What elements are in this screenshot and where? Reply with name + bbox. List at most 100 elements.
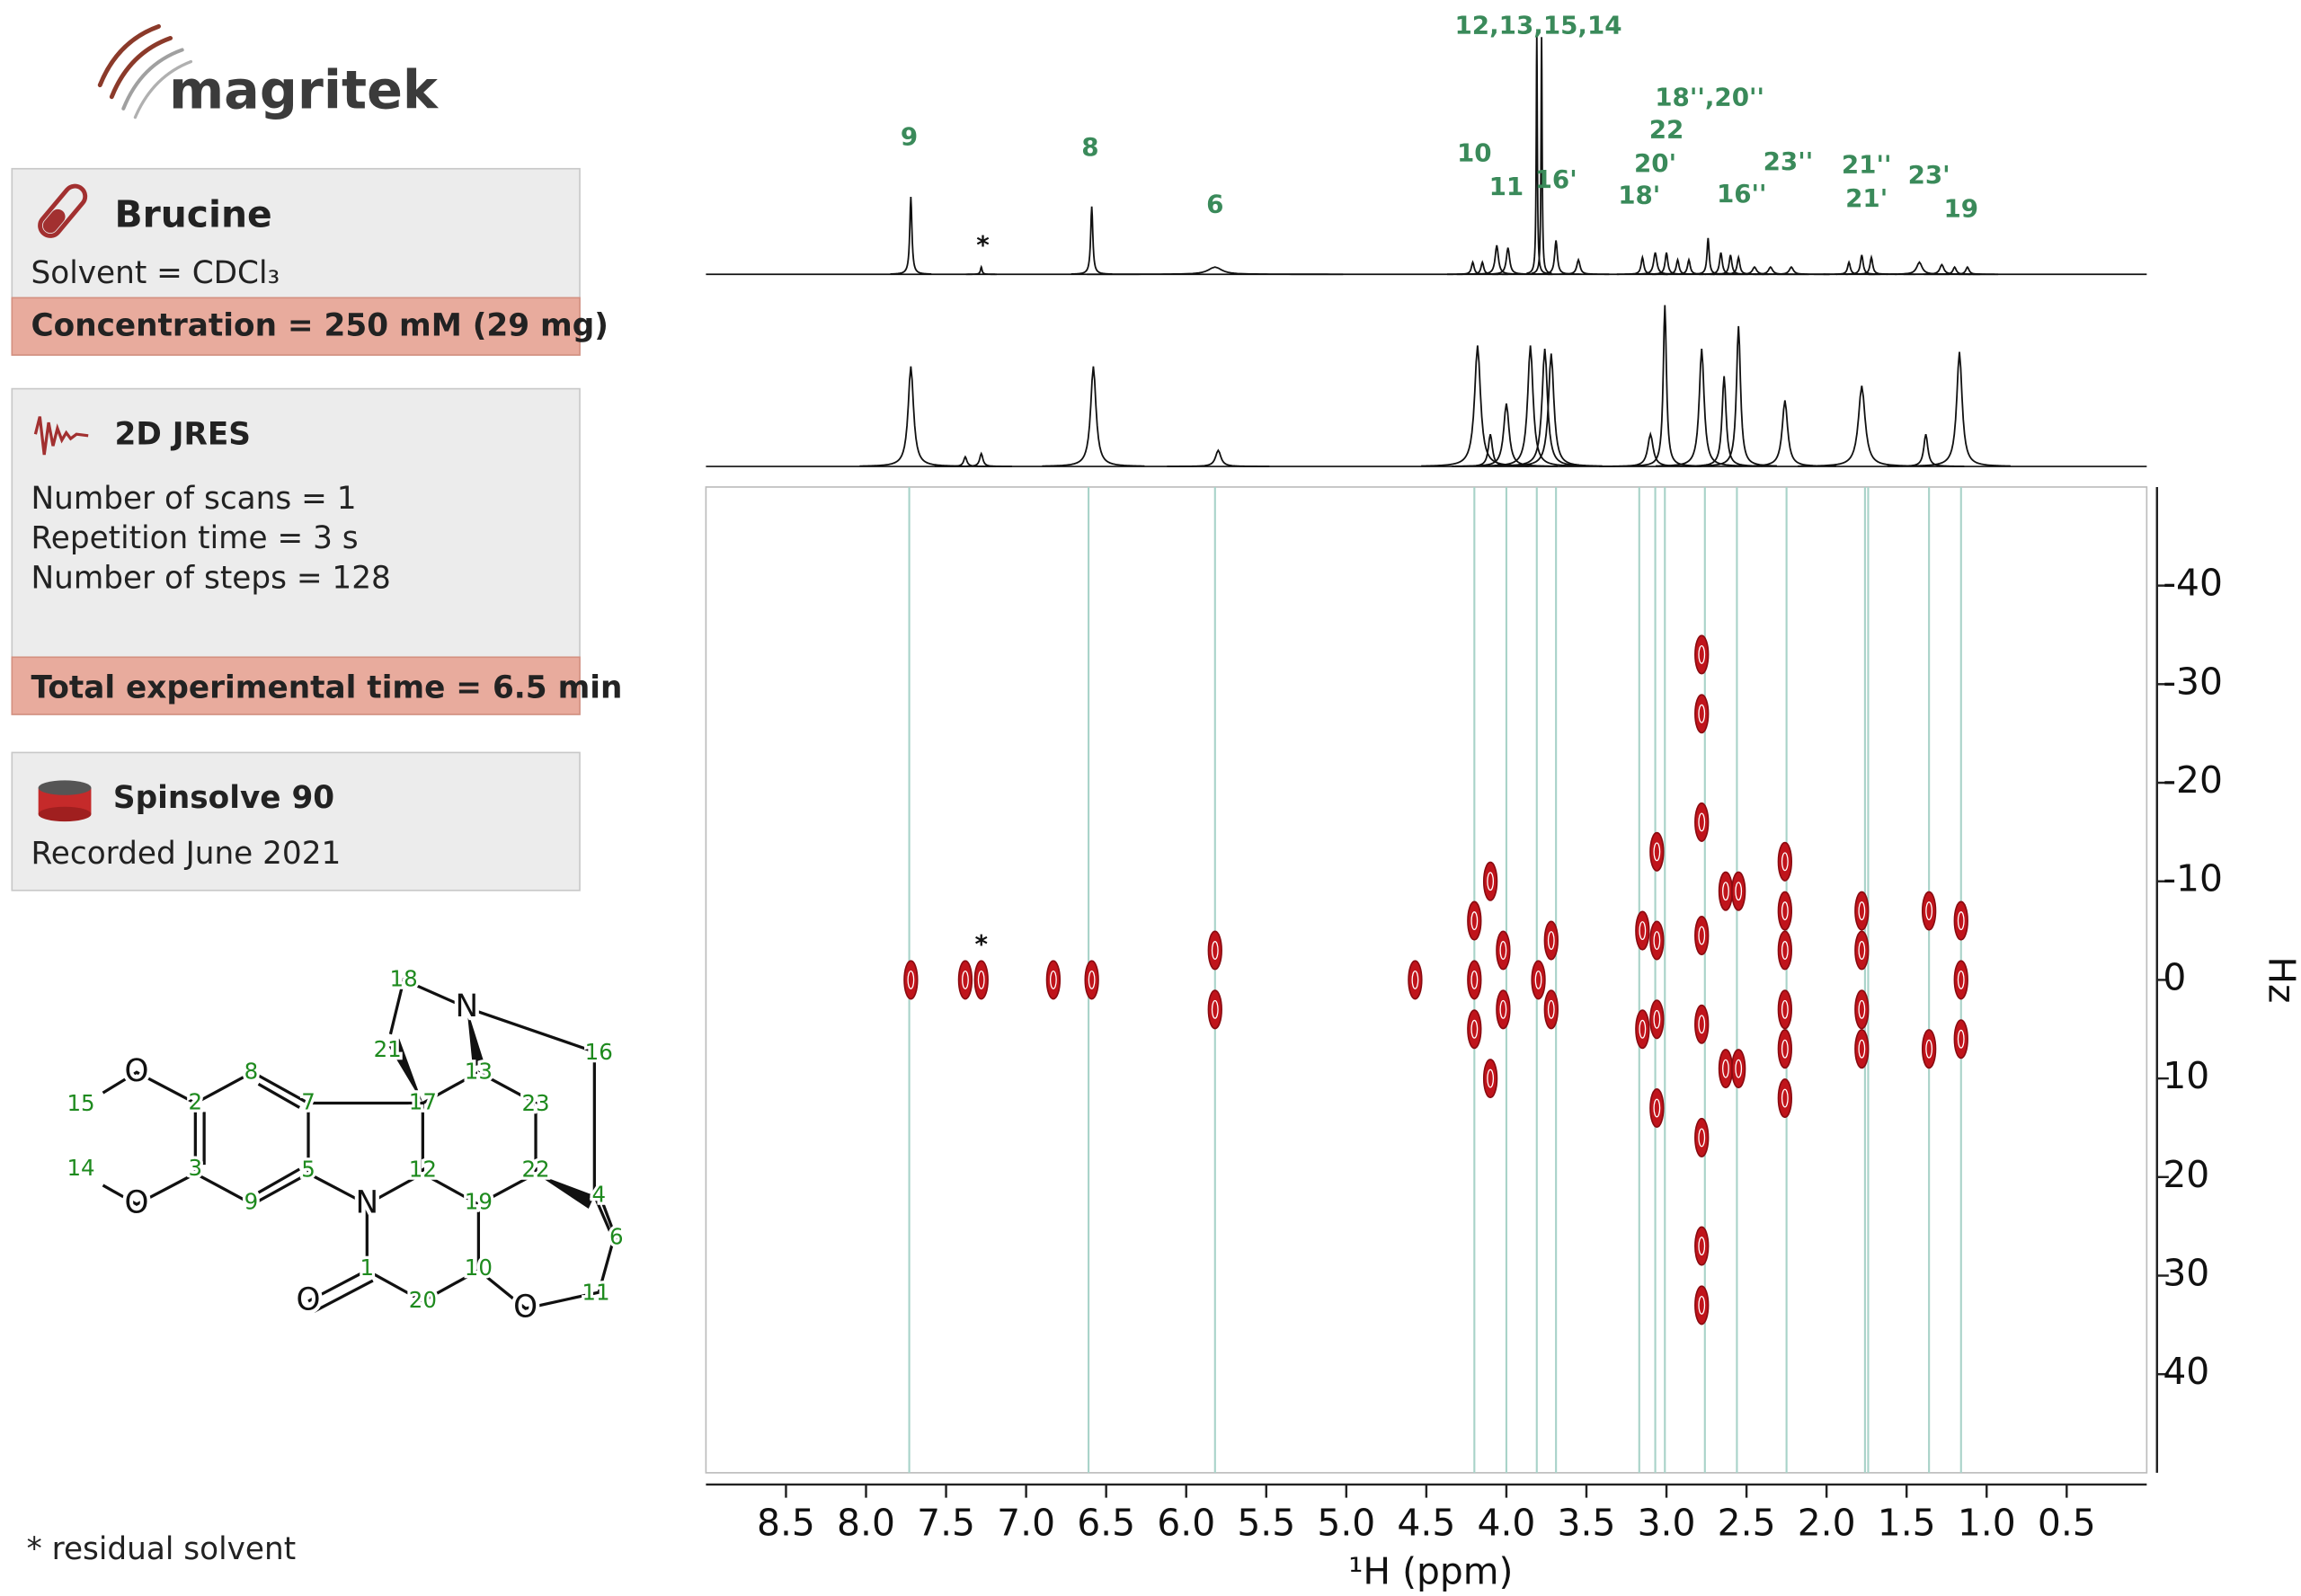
contour-ring bbox=[1925, 1039, 1933, 1059]
contour-ring bbox=[1698, 1015, 1706, 1034]
contour-ring bbox=[1499, 941, 1507, 960]
x-tick-label: 4.5 bbox=[1397, 1502, 1455, 1545]
x-tick-label: 1.5 bbox=[1878, 1502, 1936, 1545]
instrument-box bbox=[11, 751, 581, 891]
contour-ring bbox=[1925, 901, 1933, 921]
peak-label: 18'',20'' bbox=[1655, 82, 1764, 111]
recorded: Recorded June 2021 bbox=[31, 836, 342, 872]
cross-peak bbox=[1496, 989, 1511, 1030]
spectrum-peak bbox=[890, 197, 932, 275]
sample-name: Brucine bbox=[115, 193, 272, 236]
atom-number: 11 bbox=[582, 1280, 609, 1306]
cross-peak bbox=[1731, 871, 1746, 911]
spectrum-peak bbox=[1477, 247, 1539, 276]
y-tick-label: -10 bbox=[2163, 857, 2223, 900]
cross-peak bbox=[1045, 960, 1062, 1000]
cross-peak bbox=[1543, 989, 1559, 1030]
y-tick-label: 30 bbox=[2163, 1251, 2209, 1294]
peak-label: 9 bbox=[901, 121, 918, 151]
spectrum-peak bbox=[1732, 265, 1809, 276]
molecule-labels: O O N N O O 18 21 13 16 15 8 2 7 17 23 14 3 5 12 22 4 9 19 6 1 10 1… bbox=[64, 962, 626, 1328]
atom-number: 19 bbox=[465, 1189, 493, 1215]
atom-number: 9 bbox=[244, 1189, 259, 1215]
projection-peak bbox=[1798, 386, 1926, 467]
y-tick-label: 10 bbox=[2163, 1054, 2209, 1097]
x-tick-label: 5.0 bbox=[1317, 1502, 1375, 1545]
contour-ring bbox=[1499, 999, 1507, 1019]
x-tick-label: 8.0 bbox=[837, 1502, 895, 1545]
contour-ring bbox=[1781, 1039, 1789, 1059]
contour-ring bbox=[1698, 644, 1706, 664]
x-tick-label: 7.0 bbox=[997, 1502, 1055, 1545]
spectrum-peak bbox=[1845, 254, 1897, 276]
contour-ring bbox=[1211, 999, 1219, 1019]
y-tick-label: 0 bbox=[2163, 955, 2186, 998]
x-tick-label: 3.0 bbox=[1638, 1502, 1696, 1545]
projection-peak bbox=[1700, 325, 1777, 467]
contour-ring bbox=[1470, 911, 1479, 931]
cross-peak bbox=[1694, 1117, 1710, 1157]
spectrum-peak bbox=[1835, 254, 1888, 276]
spectrum-peak bbox=[1640, 252, 1692, 276]
contour-ring bbox=[1858, 901, 1866, 921]
logo-text: magritek bbox=[169, 59, 440, 121]
spectrum-peak bbox=[1071, 206, 1113, 275]
x-tick-label: 3.5 bbox=[1558, 1502, 1616, 1545]
param: Repetition time = 3 s bbox=[31, 520, 359, 556]
experiment-name: 2D JRES bbox=[115, 416, 251, 452]
molecule-bonds bbox=[102, 978, 618, 1313]
cross-peak bbox=[1777, 1029, 1793, 1069]
x-tick-label: 8.5 bbox=[757, 1502, 815, 1545]
peak-label: 12,13,15,14 bbox=[1455, 10, 1622, 40]
contour-ring bbox=[1957, 1029, 1965, 1049]
cross-peak bbox=[1718, 1049, 1734, 1089]
cross-peak bbox=[1408, 960, 1423, 1000]
x-tick-label: 7.5 bbox=[917, 1502, 975, 1545]
spectrum-peak bbox=[1936, 265, 1999, 276]
y-tick-label: -20 bbox=[2163, 758, 2223, 802]
cross-peak bbox=[1777, 989, 1793, 1030]
contour-ring bbox=[1781, 1088, 1789, 1108]
atom-number: 4 bbox=[591, 1181, 606, 1207]
contour-ring bbox=[1470, 1019, 1479, 1039]
contour-ring bbox=[1653, 931, 1661, 950]
peak-label: 11 bbox=[1489, 172, 1524, 201]
cross-peak bbox=[1531, 960, 1546, 1000]
contour-ring bbox=[1211, 941, 1219, 960]
contour-ring bbox=[1088, 970, 1096, 989]
projection-peak bbox=[1421, 345, 1534, 467]
cross-peak bbox=[1496, 930, 1511, 971]
concentration: Concentration = 250 mM (29 mg) bbox=[31, 308, 609, 344]
atom-label: O bbox=[297, 1281, 321, 1317]
concentration-band bbox=[11, 297, 581, 356]
cross-peak bbox=[1467, 1009, 1482, 1050]
x-tick-label: 6.0 bbox=[1157, 1502, 1215, 1545]
molecule-wedges bbox=[387, 1007, 595, 1210]
atom-number: 2 bbox=[189, 1089, 203, 1115]
annotation: * bbox=[974, 929, 988, 959]
footnote: * residual solvent bbox=[27, 1531, 297, 1567]
total-time: Total experimental time = 6.5 min bbox=[31, 670, 623, 706]
projection-peak bbox=[1167, 448, 1270, 467]
spectrum-peak bbox=[1712, 253, 1764, 276]
peak-label: 21'' bbox=[1842, 149, 1892, 179]
contour-ring bbox=[1639, 921, 1647, 941]
peak-label: 16' bbox=[1535, 164, 1577, 194]
fid-icon bbox=[33, 416, 89, 456]
param: Number of scans = 1 bbox=[31, 481, 357, 517]
projection-peak bbox=[950, 451, 1012, 467]
spectrum-peak bbox=[1530, 240, 1582, 276]
contour-ring bbox=[1735, 882, 1743, 901]
cross-peak bbox=[1694, 1004, 1710, 1044]
projection-peak bbox=[1907, 351, 2012, 467]
cross-peak bbox=[1718, 871, 1734, 911]
cross-peak bbox=[1777, 891, 1793, 931]
atom-label: N bbox=[456, 989, 479, 1024]
contour-ring bbox=[1858, 1039, 1866, 1059]
spectrum-peak bbox=[1823, 260, 1875, 276]
atom-number: 22 bbox=[521, 1157, 549, 1183]
y-axis-label: Hz bbox=[2260, 956, 2301, 1003]
atom-number: 17 bbox=[409, 1089, 437, 1115]
spectrum-peak bbox=[1456, 260, 1508, 276]
peak-label: 18' bbox=[1618, 181, 1660, 210]
